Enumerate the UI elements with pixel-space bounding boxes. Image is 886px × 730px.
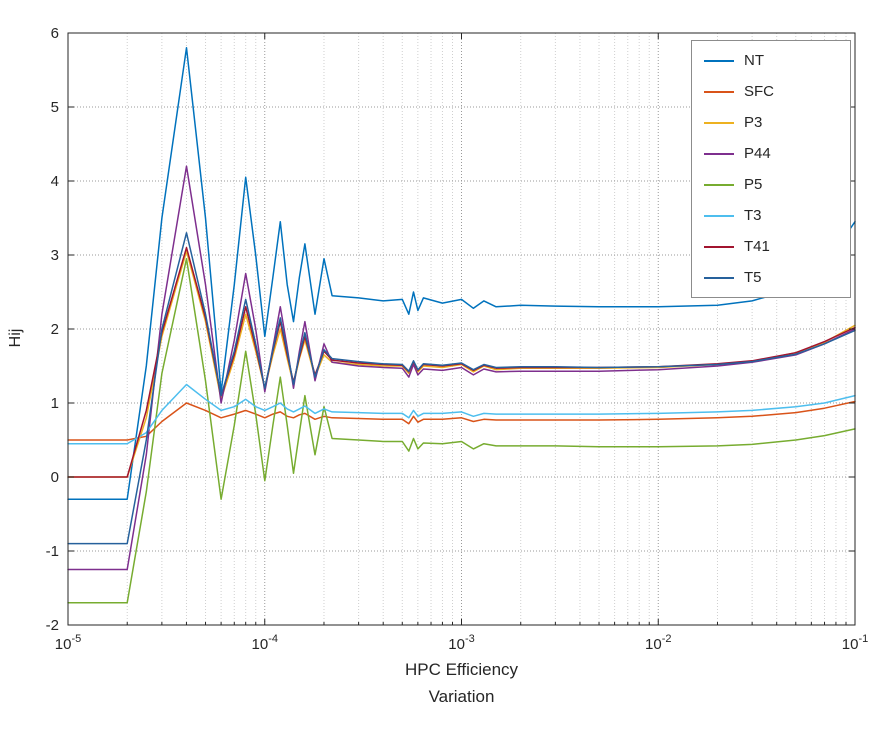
y-tick-label-2: 2 — [51, 321, 59, 338]
legend-label-t3: T3 — [744, 207, 762, 224]
series-line-p44 — [67, 165, 856, 571]
x-tick-label-10e-3: 10-3 — [448, 633, 474, 653]
y-tick-label--1: -1 — [46, 543, 59, 560]
series-line-t5 — [67, 232, 856, 545]
legend-label-sfc: SFC — [744, 83, 774, 100]
legend-item-t3: T3 — [704, 200, 850, 231]
legend-line-swatch-nt — [704, 59, 734, 62]
legend-label-t41: T41 — [744, 238, 770, 255]
legend-item-nt: NT — [704, 45, 850, 76]
legend: NT SFC P3 P44 P5 T3 T41 T5 — [691, 40, 851, 298]
legend-label-t5: T5 — [744, 269, 762, 286]
legend-line-swatch-p3 — [704, 121, 734, 124]
x-tick-label-10e-2: 10-2 — [645, 633, 671, 653]
legend-label-nt: NT — [744, 52, 764, 69]
legend-label-p44: P44 — [744, 145, 771, 162]
legend-line-swatch-t5 — [704, 276, 734, 279]
y-tick-label-0: 0 — [51, 469, 59, 486]
x-axis-label-line2: Variation — [428, 687, 495, 706]
x-axis-label: HPC Efficiency Variation — [68, 656, 855, 710]
legend-item-t41: T41 — [704, 231, 850, 262]
legend-line-swatch-p44 — [704, 152, 734, 155]
legend-item-p3: P3 — [704, 107, 850, 138]
legend-label-p5: P5 — [744, 176, 763, 193]
legend-line-swatch-p5 — [704, 183, 734, 186]
series-line-p5 — [67, 257, 856, 604]
y-tick-label-6: 6 — [51, 25, 59, 42]
legend-item-p5: P5 — [704, 169, 850, 200]
x-tick-label-10e-5: 10-5 — [55, 633, 81, 653]
series-line-nt — [67, 47, 856, 500]
x-axis-label-line1: HPC Efficiency — [404, 660, 519, 679]
legend-item-sfc: SFC — [704, 76, 850, 107]
legend-item-p44: P44 — [704, 138, 850, 169]
series-line-sfc — [67, 400, 856, 441]
legend-line-swatch-sfc — [704, 90, 734, 93]
x-tick-label-10e-4: 10-4 — [252, 633, 278, 653]
y-tick-label-4: 4 — [51, 173, 59, 190]
legend-line-swatch-t41 — [704, 245, 734, 248]
series-line-t3 — [67, 383, 856, 445]
legend-line-swatch-t3 — [704, 214, 734, 217]
y-tick-label-5: 5 — [51, 99, 59, 116]
y-tick-label--2: -2 — [46, 617, 59, 634]
y-axis-label: Hij — [7, 328, 24, 348]
legend-item-t5: T5 — [704, 262, 850, 293]
x-tick-label-10e-1: 10-1 — [842, 633, 868, 653]
legend-label-p3: P3 — [744, 114, 763, 131]
y-tick-label-1: 1 — [51, 395, 59, 412]
y-tick-label-3: 3 — [51, 247, 59, 264]
